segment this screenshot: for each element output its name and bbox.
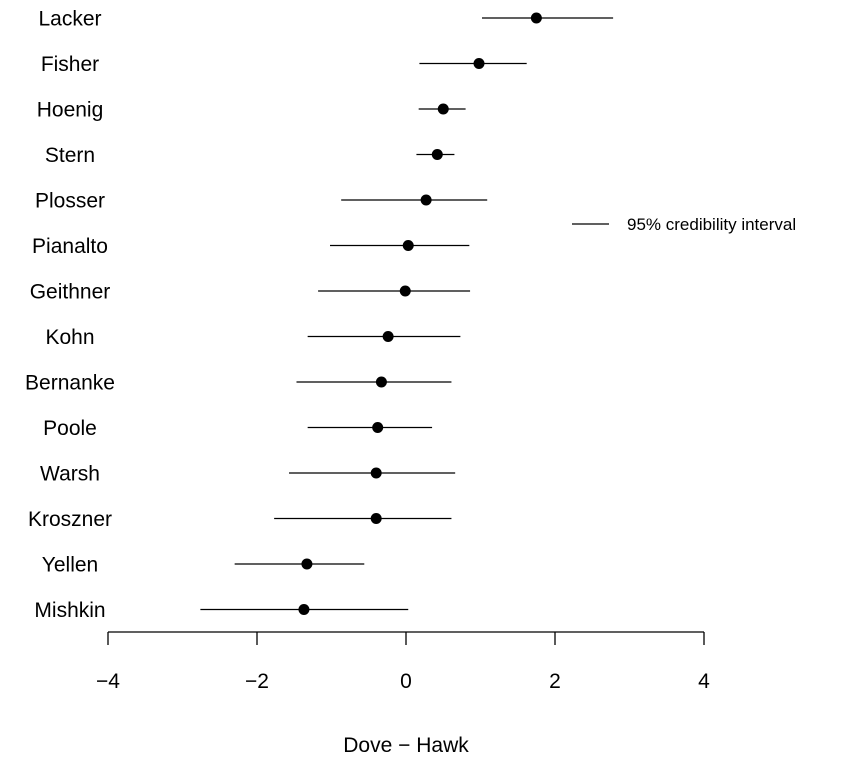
x-axis-label: Dove − Hawk (343, 734, 469, 757)
row-geithner: Geithner (30, 281, 470, 304)
point-estimate (298, 604, 309, 615)
row-bernanke: Bernanke (25, 372, 451, 395)
point-estimate (301, 559, 312, 570)
point-estimate (400, 286, 411, 297)
row-warsh: Warsh (40, 463, 455, 486)
point-estimate (371, 513, 382, 524)
row-label: Plosser (35, 190, 105, 213)
point-estimate (376, 377, 387, 388)
point-estimate (432, 149, 443, 160)
x-axis: −4 −2 0 2 4 (96, 632, 710, 693)
row-label: Kohn (45, 326, 94, 349)
legend-label: 95% credibility interval (627, 215, 796, 234)
x-tick-label: −2 (245, 670, 269, 693)
point-estimate (403, 240, 414, 251)
row-label: Geithner (30, 281, 111, 304)
row-label: Fisher (41, 53, 99, 76)
row-fisher: Fisher (41, 53, 527, 76)
row-kroszner: Kroszner (28, 508, 451, 531)
row-plosser: Plosser (35, 190, 487, 213)
point-estimate (438, 104, 449, 115)
point-estimate (383, 331, 394, 342)
row-label: Pianalto (32, 235, 108, 258)
row-label: Bernanke (25, 372, 115, 395)
row-hoenig: Hoenig (37, 99, 466, 122)
row-label: Poole (43, 417, 97, 440)
x-tick-label: 4 (698, 670, 710, 693)
point-estimate (371, 468, 382, 479)
x-axis-ticks: −4 −2 0 2 4 (96, 632, 710, 693)
x-tick-label: 0 (400, 670, 412, 693)
row-lacker: Lacker (38, 8, 613, 31)
point-estimate (474, 58, 485, 69)
row-label: Warsh (40, 463, 100, 486)
row-mishkin: Mishkin (34, 599, 408, 622)
row-pianalto: Pianalto (32, 235, 469, 258)
row-label: Hoenig (37, 99, 104, 122)
row-label: Yellen (42, 554, 98, 577)
row-label: Mishkin (34, 599, 105, 622)
x-tick-label: 2 (549, 670, 561, 693)
point-estimate (531, 13, 542, 24)
point-estimate (421, 195, 432, 206)
row-yellen: Yellen (42, 554, 365, 577)
row-label: Lacker (38, 8, 101, 31)
row-kohn: Kohn (45, 326, 460, 349)
plot-rows: Lacker Fisher Hoenig Stern Plosser Pianalto Ge… (25, 8, 613, 623)
legend: 95% credibility interval (572, 215, 796, 234)
row-label: Stern (45, 144, 95, 167)
point-estimate (372, 422, 383, 433)
row-label: Kroszner (28, 508, 112, 531)
row-poole: Poole (43, 417, 432, 440)
x-tick-label: −4 (96, 670, 120, 693)
row-stern: Stern (45, 144, 455, 167)
